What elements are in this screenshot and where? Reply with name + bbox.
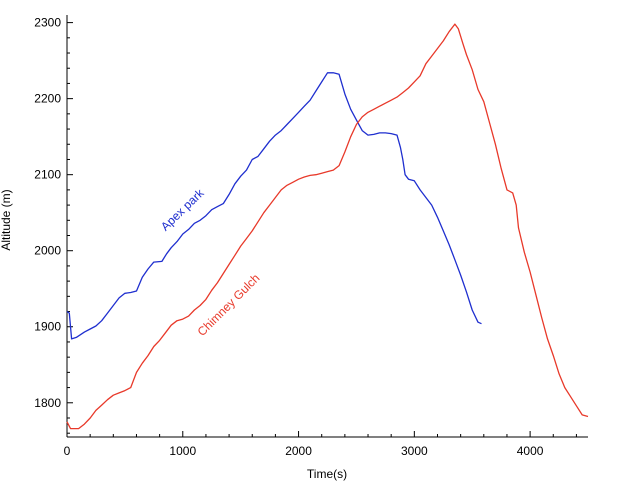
series-label-apex-park: Apex park xyxy=(158,185,207,233)
x-tick-label: 0 xyxy=(64,444,71,458)
x-axis-title: Time(s) xyxy=(307,467,347,481)
x-tick-label: 1000 xyxy=(169,444,196,458)
axes: 0 1000 2000 3000 4000 1800 1900 2000 2100 2200 230… xyxy=(34,15,588,458)
y-tick-label: 2300 xyxy=(34,16,61,30)
series-label-chimney-gulch: Chimney Gulch xyxy=(195,271,263,339)
y-tick-label: 2100 xyxy=(34,168,61,182)
series-lines xyxy=(66,23,589,430)
series-line-apex-park xyxy=(66,72,482,340)
x-tick-label: 3000 xyxy=(401,444,428,458)
y-tick-label: 1900 xyxy=(34,320,61,334)
x-tick-label: 2000 xyxy=(285,444,312,458)
y-tick-label: 1800 xyxy=(34,396,61,410)
x-tick-label: 4000 xyxy=(517,444,544,458)
series-labels: Apex park Chimney Gulch xyxy=(158,185,263,339)
series-line-chimney-gulch xyxy=(66,23,589,430)
y-axis-title: Altitude (m) xyxy=(0,189,13,250)
y-tick-label: 2000 xyxy=(34,244,61,258)
y-tick-label: 2200 xyxy=(34,92,61,106)
